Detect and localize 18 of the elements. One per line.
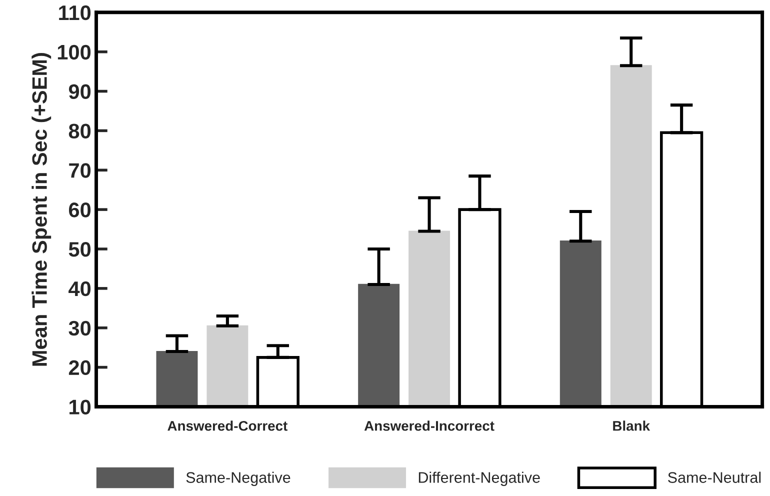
y-tick-label: 10 [70, 400, 91, 414]
x-tick-label: Answered-Correct [168, 420, 288, 431]
y-tick-label: 90 [68, 84, 91, 100]
y-tick-label: 20 [68, 360, 91, 376]
y-tick-label: 100 [58, 44, 91, 60]
legend-label: Different-Negative [418, 472, 540, 486]
x-tick-label: Answered-Incorrect [364, 420, 494, 431]
y-tick-label: 40 [68, 281, 91, 296]
y-tick-label: 50 [68, 242, 91, 257]
y-tick-label: 60 [68, 202, 91, 218]
legend-label: Same-Negative [186, 472, 290, 486]
y-tick-label: 30 [68, 320, 91, 336]
y-tick-label: 70 [69, 163, 91, 178]
y-tick-label: 110 [59, 5, 91, 20]
x-tick-label: Blank [613, 420, 650, 431]
legend-label: Same-Neutral [668, 472, 761, 483]
y-axis-title: Mean Time Spent in Sec (+SEM) [32, 53, 52, 366]
y-tick-label: 80 [68, 124, 91, 138]
